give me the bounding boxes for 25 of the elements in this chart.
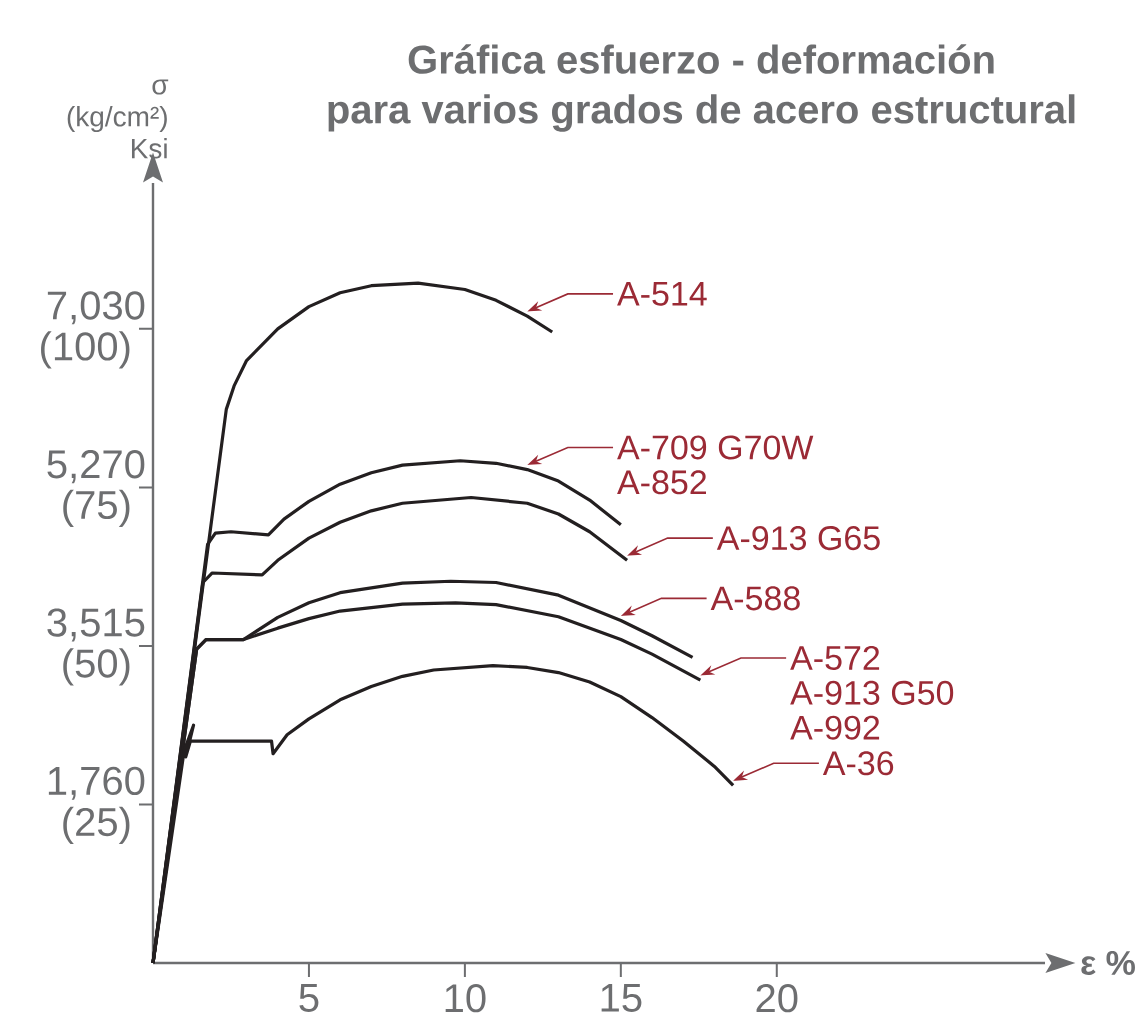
x-tick-label: 20 [756, 984, 798, 1013]
annotation: A-572 [790, 645, 880, 671]
x-tick-label: 5 [299, 984, 319, 1012]
x-tick-label: 15 [601, 984, 642, 1012]
y2-tick-label: (100) [41, 331, 130, 369]
y-tick-label: 7,030 [47, 291, 145, 325]
annotation: A-913 G65 [716, 526, 880, 551]
annotation: A-992 [790, 715, 880, 740]
annotation: A-588 [710, 586, 800, 611]
annotation: A-36 [822, 751, 894, 776]
annotation: A-852 [617, 470, 706, 495]
y-tick-label: 3,515 [47, 608, 145, 642]
x-axis-title: ε % [1081, 951, 1135, 975]
annotation: A-514 [617, 282, 707, 306]
y-axis-title: σ (kg/cm²) Ksi [67, 79, 169, 159]
chart-title: Gráfica esfuerzo - deformación [408, 44, 994, 74]
y-tick-label: 1,760 [48, 766, 145, 800]
y2-tick-label: (75) [63, 489, 130, 528]
chart-subtitle: para varios grados de acero estructural [328, 94, 1075, 132]
annotation: A-913 G50 [790, 680, 954, 705]
y2-tick-label: (50) [63, 648, 130, 686]
annotation: A-709 G70W [617, 435, 814, 460]
y-tick-label: 5,270 [47, 450, 145, 484]
x-tick-label: 10 [445, 984, 486, 1013]
y2-tick-label: (25) [63, 806, 130, 845]
